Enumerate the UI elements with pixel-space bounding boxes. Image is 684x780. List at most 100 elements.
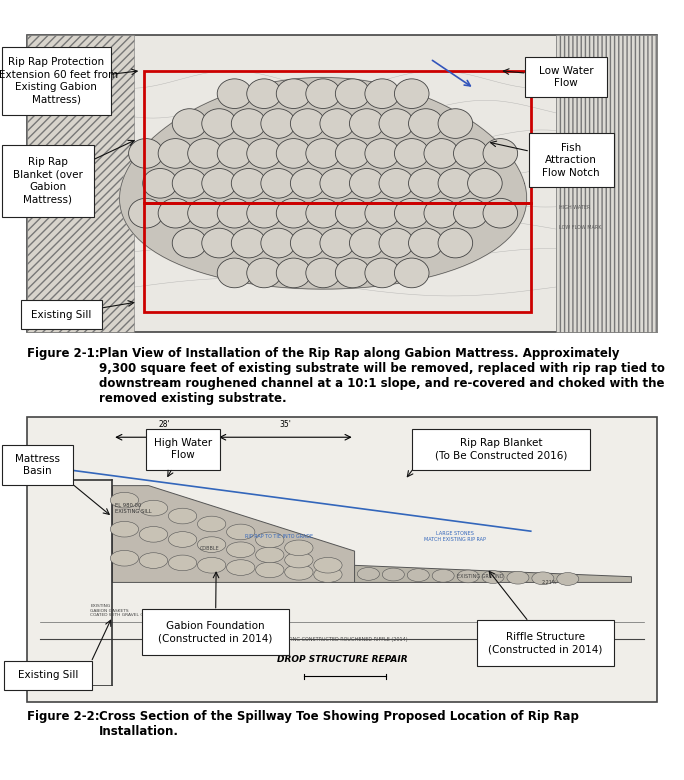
Text: Existing Sill: Existing Sill [18,670,79,680]
Ellipse shape [256,547,284,562]
FancyBboxPatch shape [2,145,94,217]
Ellipse shape [202,168,237,198]
Ellipse shape [168,509,197,524]
Text: EXISTING
GABION GASKETS
COATED WITH GRAVEL (2014): EXISTING GABION GASKETS COATED WITH GRAV… [90,604,155,618]
Ellipse shape [202,108,237,138]
Ellipse shape [140,526,168,542]
Ellipse shape [483,198,518,228]
Text: 2.21%: 2.21% [542,580,557,585]
Ellipse shape [226,542,255,558]
Ellipse shape [247,139,281,168]
Ellipse shape [438,108,473,138]
Ellipse shape [350,229,384,258]
Ellipse shape [306,79,341,108]
Ellipse shape [395,79,429,108]
Ellipse shape [276,79,311,108]
FancyBboxPatch shape [2,47,111,115]
Ellipse shape [276,258,311,288]
Text: Figure 2-2:: Figure 2-2: [27,710,108,723]
Text: LOW FLOW MARK: LOW FLOW MARK [560,225,602,230]
FancyBboxPatch shape [412,429,590,470]
FancyBboxPatch shape [556,35,657,332]
Ellipse shape [129,198,163,228]
Ellipse shape [557,573,579,585]
Ellipse shape [276,139,311,168]
Text: EXISTING GROUND: EXISTING GROUND [457,574,503,580]
FancyBboxPatch shape [2,445,73,485]
Ellipse shape [231,168,266,198]
Ellipse shape [320,229,354,258]
Ellipse shape [291,229,325,258]
Text: Riffle Structure
(Constructed in 2014): Riffle Structure (Constructed in 2014) [488,632,603,654]
FancyBboxPatch shape [27,35,657,332]
Ellipse shape [365,79,399,108]
Ellipse shape [110,492,139,508]
Text: Rip Rap
Blanket (over
Gabion
Mattress): Rip Rap Blanket (over Gabion Mattress) [13,158,83,204]
FancyBboxPatch shape [146,429,220,470]
Ellipse shape [453,139,488,168]
Ellipse shape [382,568,404,581]
Ellipse shape [335,139,370,168]
Ellipse shape [143,168,177,198]
Ellipse shape [226,524,255,540]
Ellipse shape [231,108,266,138]
Text: Gabion Foundation
(Constructed in 2014): Gabion Foundation (Constructed in 2014) [158,621,273,643]
Ellipse shape [285,540,313,555]
Ellipse shape [247,79,281,108]
Text: Cross Section of the Spillway Toe Showing Proposed Location of Rip Rap
Installat: Cross Section of the Spillway Toe Showin… [99,710,579,738]
Ellipse shape [438,229,473,258]
Ellipse shape [168,555,197,571]
Text: Existing Sill: Existing Sill [31,310,92,320]
Ellipse shape [407,569,430,582]
Ellipse shape [172,168,207,198]
Ellipse shape [247,198,281,228]
Text: COBBLE: COBBLE [200,546,220,551]
Ellipse shape [483,139,518,168]
Ellipse shape [231,229,266,258]
Ellipse shape [158,198,193,228]
Ellipse shape [457,570,479,583]
Ellipse shape [482,571,504,583]
Ellipse shape [198,516,226,532]
FancyBboxPatch shape [525,57,607,97]
Ellipse shape [320,108,354,138]
Ellipse shape [314,558,342,573]
Ellipse shape [198,537,226,552]
FancyBboxPatch shape [27,417,657,702]
Text: 35': 35' [280,420,291,429]
Ellipse shape [379,108,414,138]
Ellipse shape [335,198,370,228]
Text: Rip Rap Protection
(Extension 60 feet from
Existing Gabion
Mattress): Rip Rap Protection (Extension 60 feet fr… [0,57,118,105]
Text: Figure 2-1:: Figure 2-1: [27,347,108,360]
Ellipse shape [187,198,222,228]
Ellipse shape [218,258,252,288]
Ellipse shape [306,198,341,228]
Ellipse shape [291,108,325,138]
Text: HIGH WATER: HIGH WATER [560,204,591,210]
Ellipse shape [424,139,458,168]
Ellipse shape [285,552,313,568]
Ellipse shape [218,79,252,108]
Ellipse shape [408,108,443,138]
Ellipse shape [172,229,207,258]
Ellipse shape [365,198,399,228]
Ellipse shape [395,198,429,228]
Ellipse shape [438,168,473,198]
Ellipse shape [198,558,226,573]
Ellipse shape [129,139,163,168]
FancyBboxPatch shape [142,609,289,655]
Ellipse shape [320,168,354,198]
Ellipse shape [256,532,284,548]
FancyBboxPatch shape [27,35,134,332]
Polygon shape [112,486,354,583]
Ellipse shape [110,551,139,566]
Ellipse shape [218,139,252,168]
FancyBboxPatch shape [529,133,614,187]
Text: DROP STRUCTURE REPAIR: DROP STRUCTURE REPAIR [277,654,407,664]
Ellipse shape [158,139,193,168]
Text: High Water
Flow: High Water Flow [154,438,212,460]
FancyBboxPatch shape [4,661,92,690]
Polygon shape [120,77,527,289]
Ellipse shape [261,108,295,138]
Ellipse shape [532,572,554,585]
